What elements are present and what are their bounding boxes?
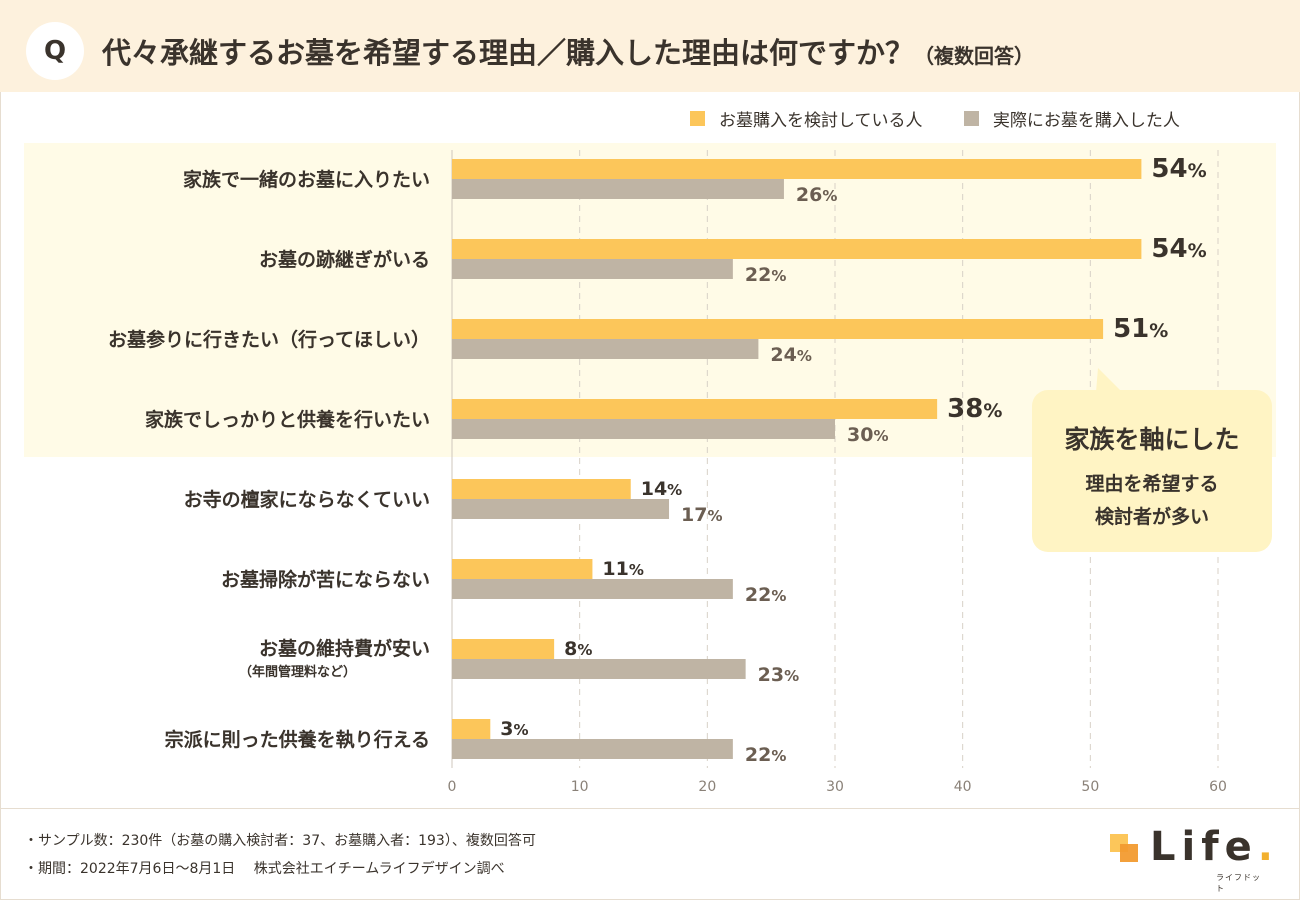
life-dot-logo: Life. ライフドット — [1108, 824, 1273, 893]
bar-considering — [452, 159, 1142, 179]
bar-purchased — [452, 419, 835, 439]
x-tick-label: 60 — [1209, 779, 1227, 795]
legend-item-purchased: 実際にお墓を購入した人 — [963, 106, 1180, 131]
value-label-considering: 54% — [1151, 154, 1206, 184]
category-label: お墓の維持費が安い — [259, 637, 430, 660]
value-label-purchased: 22% — [745, 584, 786, 606]
bar-considering — [452, 319, 1104, 339]
logo-word: Life — [1150, 824, 1258, 870]
legend-swatch-purchased — [963, 111, 979, 126]
footnote-sample: ・サンプル数：230件（お墓の購入検討者：37、お墓購入者：193）、複数回答可 — [24, 833, 536, 849]
bar-considering — [452, 479, 631, 499]
x-tick-label: 0 — [448, 779, 457, 795]
x-tick-label: 30 — [826, 779, 844, 795]
value-label-purchased: 23% — [758, 664, 799, 686]
bar-purchased — [452, 659, 746, 679]
logo-dot: . — [1257, 824, 1279, 870]
callout-line-1: 家族を軸にした — [1064, 425, 1240, 454]
category-sublabel: （年間管理料など） — [239, 664, 356, 680]
title-main: 代々承継するお墓を希望する理由／購入した理由は何ですか？ — [102, 36, 915, 70]
x-tick-label: 10 — [571, 779, 589, 795]
bar-considering — [452, 639, 555, 659]
legend: お墓購入を検討している人 実際にお墓を購入した人 — [690, 106, 1216, 131]
value-label-purchased: 22% — [745, 744, 786, 766]
bar-considering — [452, 719, 491, 739]
title-subtitle: （複数回答） — [914, 44, 1035, 68]
category-label: 家族で一緒のお墓に入りたい — [183, 168, 430, 191]
bar-considering — [452, 239, 1142, 259]
value-label-considering: 14% — [641, 478, 682, 500]
header: Q 代々承継するお墓を希望する理由／購入した理由は何ですか？（複数回答） — [0, 0, 1300, 92]
bar-purchased — [452, 739, 733, 759]
value-label-considering: 11% — [602, 558, 643, 580]
callout-pointer — [1096, 368, 1122, 392]
category-label: 宗派に則った供養を執り行える — [165, 728, 430, 751]
logo-kana: ライフドット — [1216, 873, 1261, 893]
question-badge: Q — [26, 22, 84, 80]
value-label-considering: 3% — [500, 718, 528, 740]
question-badge-label: Q — [43, 36, 67, 66]
value-label-considering: 54% — [1151, 234, 1206, 264]
legend-swatch-considering — [690, 111, 705, 126]
value-label-purchased: 22% — [745, 264, 786, 286]
category-label: お墓参りに行きたい（行ってほしい） — [108, 328, 430, 351]
footnote-period: ・期間：2022年7月6日～8月1日 株式会社エイチームライフデザイン調べ — [24, 861, 505, 877]
category-label: お寺の檀家にならなくていい — [184, 488, 430, 511]
callout-box: 家族を軸にした 理由を希望する 検討者が多い — [1032, 390, 1272, 552]
x-tick-label: 20 — [698, 779, 716, 795]
category-label: 家族でしっかりと供養を行いたい — [145, 408, 430, 431]
logo-wordmark: Life. — [1150, 824, 1279, 870]
legend-label-purchased: 実際にお墓を購入した人 — [992, 111, 1180, 131]
category-label: お墓の跡継ぎがいる — [259, 248, 430, 271]
logo-square-dark — [1120, 844, 1138, 862]
x-tick-label: 50 — [1081, 779, 1099, 795]
value-label-purchased: 24% — [770, 344, 811, 366]
value-label-considering: 51% — [1113, 314, 1168, 344]
bar-considering — [452, 559, 593, 579]
bar-purchased — [452, 179, 784, 199]
bar-purchased — [452, 339, 759, 359]
bar-purchased — [452, 259, 733, 279]
category-label: お墓掃除が苦にならない — [221, 568, 430, 591]
legend-label-considering: お墓購入を検討している人 — [719, 111, 923, 131]
value-label-purchased: 30% — [847, 424, 888, 446]
value-label-considering: 8% — [564, 638, 592, 660]
legend-item-considering: お墓購入を検討している人 — [690, 106, 923, 131]
callout-line-3: 検討者が多い — [1094, 506, 1209, 528]
callout-line-2: 理由を希望する — [1085, 473, 1219, 495]
value-label-considering: 38% — [947, 394, 1002, 424]
footer-divider — [0, 808, 1300, 809]
bar-chart: 0 10 20 30 40 50 60 家族で一緒のお墓に入りたい 54% 26% お墓の跡継ぎがい… — [108, 150, 1227, 795]
bar-considering — [452, 399, 938, 419]
page-title: 代々承継するお墓を希望する理由／購入した理由は何ですか？（複数回答） — [102, 30, 1034, 72]
value-label-purchased: 26% — [796, 184, 837, 206]
bar-purchased — [452, 579, 733, 599]
value-label-purchased: 17% — [681, 504, 722, 526]
callout-body: 理由を希望する 検討者が多い — [1032, 468, 1272, 534]
x-tick-label: 40 — [954, 779, 972, 795]
bar-purchased — [452, 499, 670, 519]
